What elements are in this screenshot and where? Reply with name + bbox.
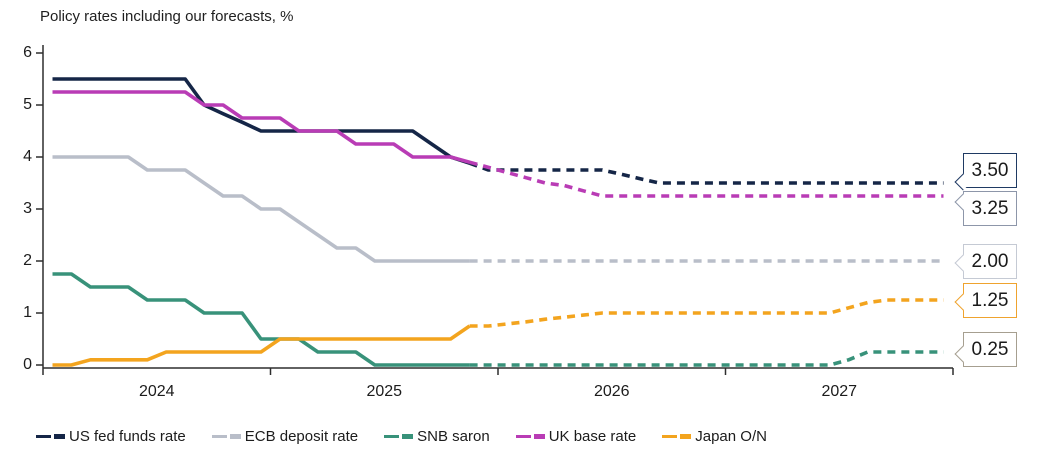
legend-item-japan-o-n: Japan O/N xyxy=(662,428,767,445)
legend-item-snb-saron: SNB saron xyxy=(384,428,490,445)
legend-label: US fed funds rate xyxy=(69,428,186,445)
x-axis-label-2024: 2024 xyxy=(138,383,175,400)
legend-swatch-icon xyxy=(211,434,241,439)
legend-item-ecb-deposit-rate: ECB deposit rate xyxy=(211,428,359,445)
y-tick-label: 2 xyxy=(23,252,32,269)
legend-dash-icon xyxy=(229,434,241,439)
legend-solid-line-icon xyxy=(662,435,678,438)
end-value-callout-2.00: 2.00 xyxy=(954,244,1017,279)
y-tick-label: 4 xyxy=(23,148,32,165)
end-value-callout-1.25: 1.25 xyxy=(954,283,1017,318)
end-value-callout-0.25: 0.25 xyxy=(954,332,1017,367)
y-tick-label: 3 xyxy=(23,200,32,217)
legend-swatch-icon xyxy=(515,434,545,439)
legend-solid-line-icon xyxy=(211,435,227,438)
legend-label: UK base rate xyxy=(548,428,637,445)
legend-dash-icon xyxy=(402,434,414,439)
legend: US fed funds rate ECB deposit rate SNB sar… xyxy=(36,428,767,445)
legend-dash-icon xyxy=(533,434,545,439)
end-value-label: 2.00 xyxy=(971,250,1009,272)
y-tick-label: 6 xyxy=(23,44,32,61)
x-axis-label-2027: 2027 xyxy=(821,383,858,400)
legend-label: SNB saron xyxy=(417,428,490,445)
legend-item-us-fed-funds-rate: US fed funds rate xyxy=(36,428,186,445)
x-axis-label-2026: 2026 xyxy=(593,383,630,400)
legend-solid-line-icon xyxy=(515,435,531,438)
series-line-snb-saron xyxy=(52,272,944,367)
legend-swatch-icon xyxy=(662,434,692,439)
end-value-callout-3.25: 3.25 xyxy=(954,191,1017,226)
end-value-label: 3.50 xyxy=(971,159,1009,181)
x-axis-label-2025: 2025 xyxy=(366,383,403,400)
series-line-ecb-deposit-rate xyxy=(52,155,944,263)
series-line-us-fed-funds-rate xyxy=(52,77,944,185)
end-value-label: 3.25 xyxy=(971,197,1009,219)
legend-dash-icon xyxy=(54,434,65,439)
legend-item-uk-base-rate: UK base rate xyxy=(515,428,637,445)
legend-swatch-icon xyxy=(36,434,65,439)
end-value-label: 0.25 xyxy=(971,338,1009,360)
legend-label: ECB deposit rate xyxy=(244,428,359,445)
end-value-callout-3.50: 3.50 xyxy=(954,153,1017,191)
y-tick-label: 1 xyxy=(23,304,32,321)
legend-solid-line-icon xyxy=(384,435,400,438)
series-line-uk-base-rate xyxy=(52,90,944,198)
end-value-label: 1.25 xyxy=(971,289,1009,311)
y-tick-label: 5 xyxy=(23,96,32,113)
legend-label: Japan O/N xyxy=(695,428,767,445)
legend-solid-line-icon xyxy=(36,435,51,438)
legend-swatch-icon xyxy=(384,434,414,439)
chart-title: Policy rates including our forecasts, % xyxy=(40,8,294,25)
legend-dash-icon xyxy=(680,434,692,439)
y-tick-label: 0 xyxy=(23,356,32,373)
series-line-japan-o-n xyxy=(52,298,944,367)
